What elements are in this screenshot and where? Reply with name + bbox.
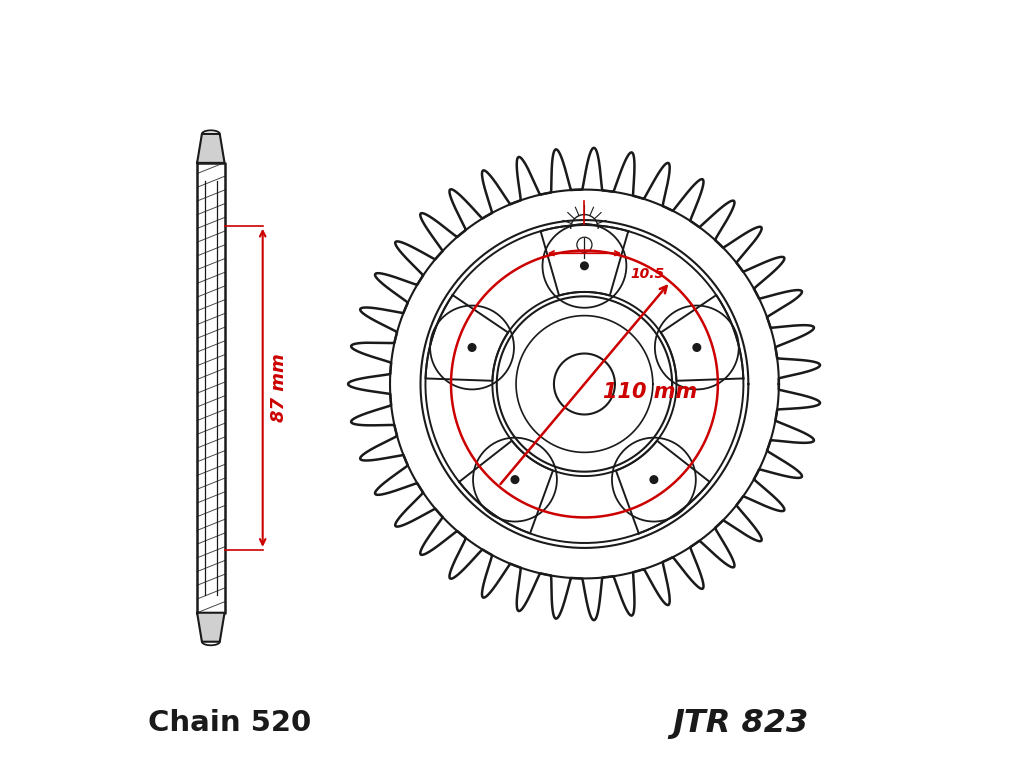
Text: 87 mm: 87 mm <box>270 353 289 422</box>
Text: 110 mm: 110 mm <box>603 382 697 402</box>
Circle shape <box>650 476 657 483</box>
Circle shape <box>693 343 700 351</box>
Circle shape <box>468 343 476 351</box>
Polygon shape <box>197 613 224 642</box>
Circle shape <box>581 262 588 270</box>
Text: Chain 520: Chain 520 <box>148 710 311 737</box>
Text: 10.5: 10.5 <box>630 267 665 281</box>
Text: JTR 823: JTR 823 <box>673 708 809 739</box>
Polygon shape <box>197 134 224 163</box>
Circle shape <box>511 476 519 483</box>
